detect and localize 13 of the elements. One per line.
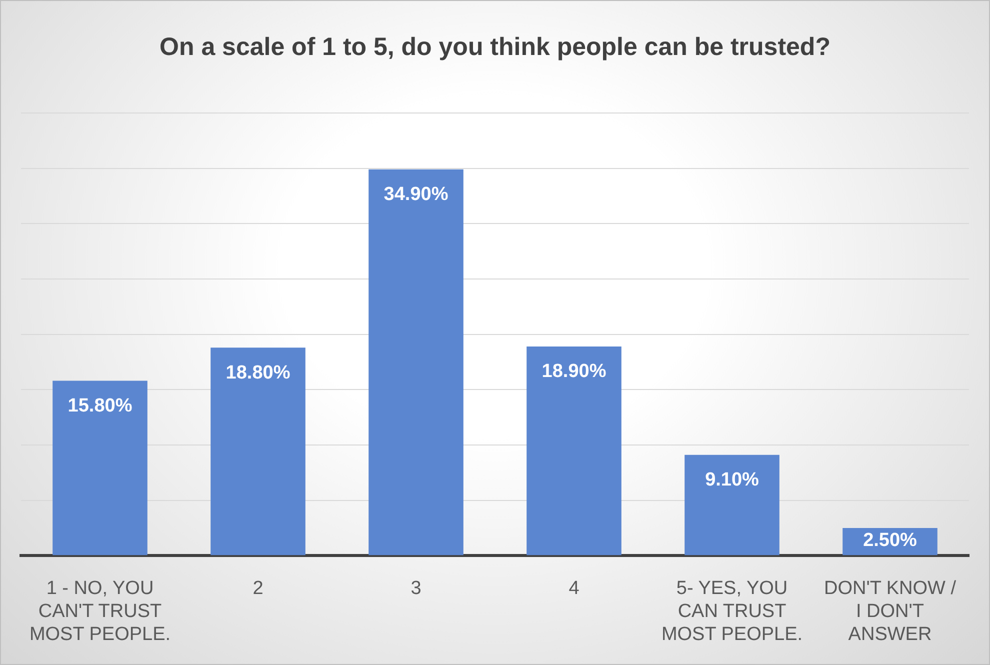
x-tick-label: 5- YES, YOU CAN TRUST MOST PEOPLE.	[661, 578, 803, 645]
data-label: 15.80%	[68, 396, 132, 417]
data-label: 9.10%	[705, 470, 760, 491]
x-tick-label: 4	[568, 578, 580, 600]
x-tick-label: 2	[252, 578, 264, 600]
x-tick-label: 3	[410, 578, 422, 600]
data-label: 34.90%	[384, 184, 448, 206]
x-tick-label: 1 - NO, YOU CAN'T TRUST MOST PEOPLE.	[29, 578, 171, 645]
data-label: 18.90%	[542, 361, 606, 382]
data-label: 2.50%	[863, 530, 918, 551]
chart-title: On a scale of 1 to 5, do you think people can be trusted?	[160, 32, 830, 61]
data-label: 18.80%	[226, 362, 290, 384]
x-tick-label: DON'T KNOW / I DON'T ANSWER	[824, 578, 957, 645]
